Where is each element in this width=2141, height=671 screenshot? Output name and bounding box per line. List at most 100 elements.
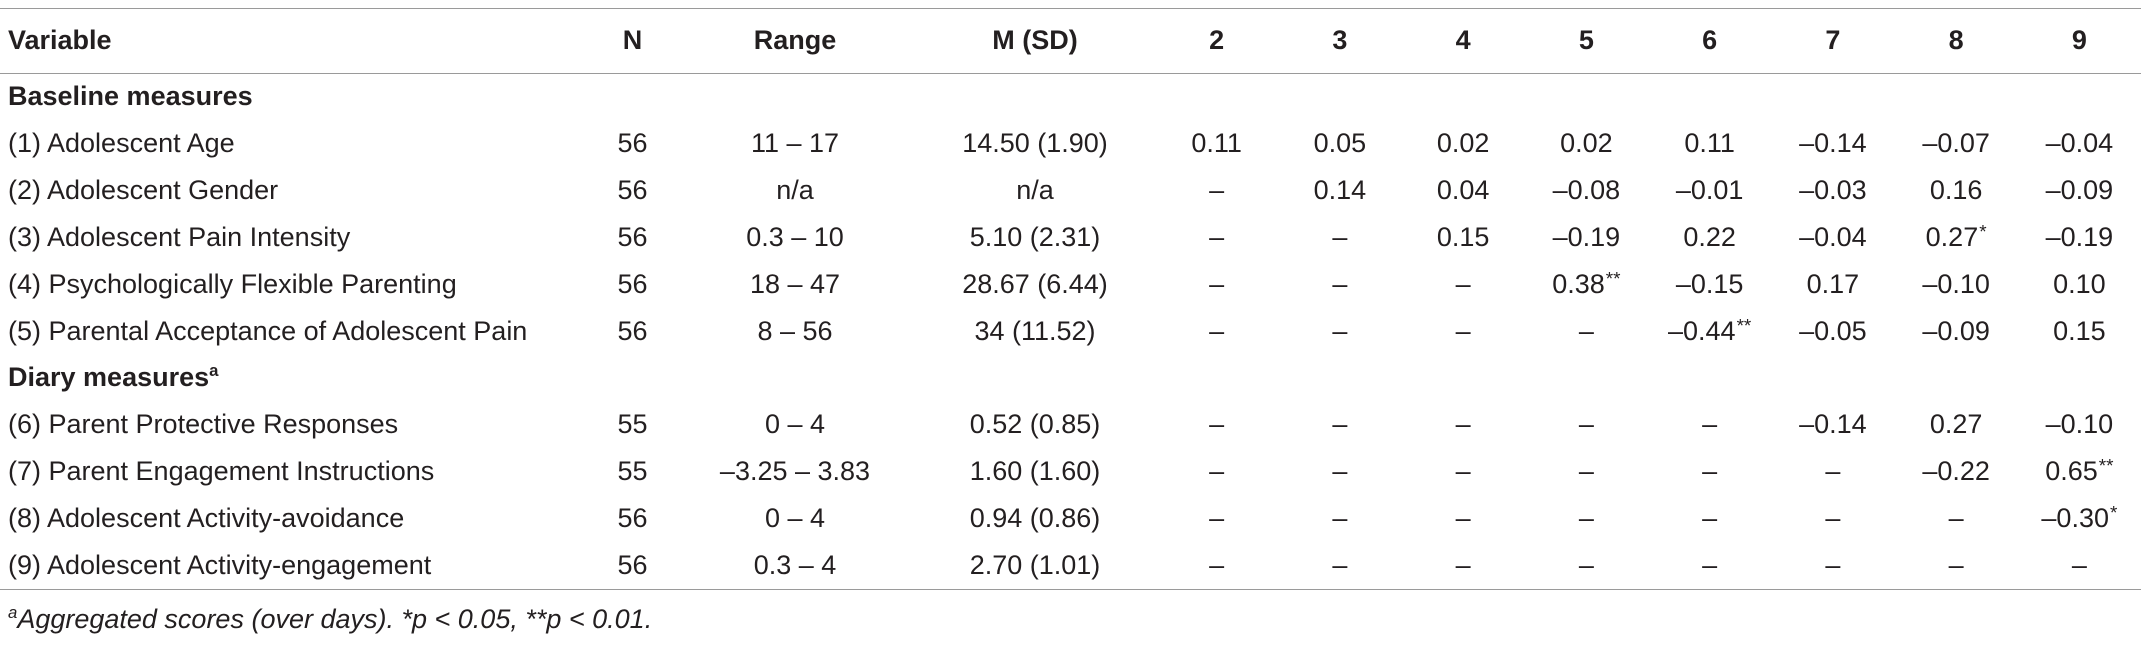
cell-corr-col-2: –: [1155, 448, 1278, 495]
cell-corr-col-3: –: [1278, 448, 1401, 495]
cell-msd: 0.94 (0.86): [969, 502, 1101, 533]
header-msd: M (SD): [992, 25, 1078, 56]
correlation-number: –: [1332, 549, 1348, 580]
header-col-4: 4: [1455, 25, 1471, 56]
correlation-value: –: [1209, 550, 1224, 580]
cell-corr-col-3: –: [1278, 214, 1401, 261]
cell-corr-col-9: –0.04: [2018, 120, 2141, 167]
cell-variable: (4) Psychologically Flexible Parenting: [8, 268, 457, 299]
cell-corr-col-2: 0.11: [1155, 120, 1278, 167]
cell-n: 56: [617, 502, 648, 533]
correlation-number: –: [1948, 502, 1964, 533]
correlation-value: –: [1209, 503, 1224, 533]
correlation-value: –0.19: [2046, 222, 2114, 252]
correlation-number: –: [1702, 408, 1718, 439]
cell-corr-col-6: –0.15: [1648, 261, 1771, 308]
correlation-value: –: [1456, 409, 1471, 439]
cell-variable: (9) Adolescent Activity-engagement: [8, 549, 432, 580]
correlation-number: –0.04: [1799, 221, 1867, 252]
correlation-number: 0.04: [1436, 174, 1490, 205]
correlation-value: –0.01: [1676, 175, 1744, 205]
correlation-number: –0.14: [1799, 408, 1867, 439]
cell-range: 8 – 56: [757, 315, 833, 346]
section-row-diary: Diary measuresa: [0, 355, 2141, 401]
cell-msd: 0.52 (0.85): [969, 408, 1101, 439]
cell-msd: 5.10 (2.31): [969, 221, 1101, 252]
correlation-value: –: [1579, 316, 1594, 346]
correlation-value: –: [1579, 503, 1594, 533]
correlation-number: –: [1578, 502, 1594, 533]
cell-corr-col-3: –: [1278, 401, 1401, 448]
cell-corr-col-5: –: [1525, 542, 1648, 590]
table-row: (3) Adolescent Pain Intensity 56 0.3 – 10 5…: [0, 214, 2141, 261]
correlation-number: –0.09: [2045, 174, 2114, 205]
correlation-number: –0.30: [2041, 503, 2109, 534]
cell-corr-col-5: 0.02: [1525, 120, 1648, 167]
cell-corr-col-3: –: [1278, 308, 1401, 355]
cell-corr-col-7: –: [1771, 542, 1894, 590]
correlation-table: Variable N Range M (SD) 2 3 4 5 6 7 8 9 …: [0, 8, 2141, 590]
table-row: (9) Adolescent Activity-engagement 56 0.3 …: [0, 542, 2141, 590]
correlation-number: 0.65: [2045, 456, 2098, 487]
cell-corr-col-6: –0.44**: [1648, 308, 1771, 355]
correlation-number: –0.10: [1922, 268, 1990, 299]
table-row: (7) Parent Engagement Instructions 55 –3.2…: [0, 448, 2141, 495]
header-col-8: 8: [1948, 25, 1964, 56]
cell-corr-col-2: –: [1155, 261, 1278, 308]
correlation-number: –0.14: [1799, 127, 1867, 158]
cell-variable: (1) Adolescent Age: [8, 127, 235, 158]
significance-marker: *: [2109, 502, 2118, 524]
correlation-value: –: [1456, 456, 1471, 486]
correlation-number: –: [1455, 455, 1471, 486]
cell-corr-col-5: –0.08: [1525, 167, 1648, 214]
correlation-number: –: [1702, 549, 1718, 580]
correlation-value: 0.15: [1437, 222, 1490, 252]
cell-corr-col-3: 0.05: [1278, 120, 1401, 167]
correlation-number: –0.09: [1922, 315, 1990, 346]
correlation-value: –: [1579, 456, 1594, 486]
correlation-value: –: [1332, 550, 1347, 580]
section-footnote-marker: a: [209, 361, 219, 381]
correlation-number: –: [1332, 455, 1348, 486]
correlation-value: –0.08: [1553, 175, 1621, 205]
correlation-number: –: [1578, 549, 1594, 580]
header-col-6: 6: [1702, 25, 1718, 56]
correlation-number: 0.22: [1683, 221, 1736, 252]
cell-corr-col-2: –: [1155, 308, 1278, 355]
correlation-number: –: [1209, 502, 1225, 533]
cell-n: 56: [617, 315, 648, 346]
table-row: (2) Adolescent Gender 56 n/a n/a – 0.14 0.04 –0…: [0, 167, 2141, 214]
cell-corr-col-7: –0.14: [1771, 120, 1894, 167]
correlation-number: –: [1702, 502, 1718, 533]
cell-corr-col-4: –: [1402, 542, 1525, 590]
correlation-value: –: [1456, 550, 1471, 580]
table-header: Variable N Range M (SD) 2 3 4 5 6 7 8 9: [0, 8, 2141, 74]
correlation-value: –: [1209, 269, 1224, 299]
cell-variable: (3) Adolescent Pain Intensity: [8, 221, 351, 252]
correlation-number: –: [1332, 221, 1348, 252]
correlation-value: –: [1209, 456, 1224, 486]
correlation-number: –: [1702, 455, 1718, 486]
cell-corr-col-7: –0.05: [1771, 308, 1894, 355]
correlation-number: 0.27: [1925, 222, 1979, 253]
significance-marker: **: [1736, 315, 1752, 337]
correlation-number: 0.38: [1552, 269, 1605, 300]
cell-corr-col-5: –: [1525, 308, 1648, 355]
cell-corr-col-9: –0.19: [2018, 214, 2141, 261]
correlation-value: 0.04: [1437, 175, 1490, 205]
correlation-value: –0.14: [1799, 409, 1867, 439]
header-n: N: [622, 25, 643, 56]
cell-corr-col-3: –: [1278, 261, 1401, 308]
correlation-number: 0.05: [1313, 127, 1367, 158]
cell-msd: n/a: [1016, 174, 1054, 205]
table-row: (5) Parental Acceptance of Adolescent Pa…: [0, 308, 2141, 355]
correlation-value: –: [1332, 222, 1347, 252]
cell-corr-col-4: 0.04: [1402, 167, 1525, 214]
correlation-number: –0.19: [1552, 221, 1621, 252]
cell-n: 56: [617, 268, 648, 299]
correlation-value: 0.27: [1930, 409, 1983, 439]
cell-range: 18 – 47: [749, 268, 841, 299]
cell-corr-col-7: –0.04: [1771, 214, 1894, 261]
footnote-marker: a: [8, 602, 18, 622]
correlation-number: –: [1209, 174, 1225, 205]
